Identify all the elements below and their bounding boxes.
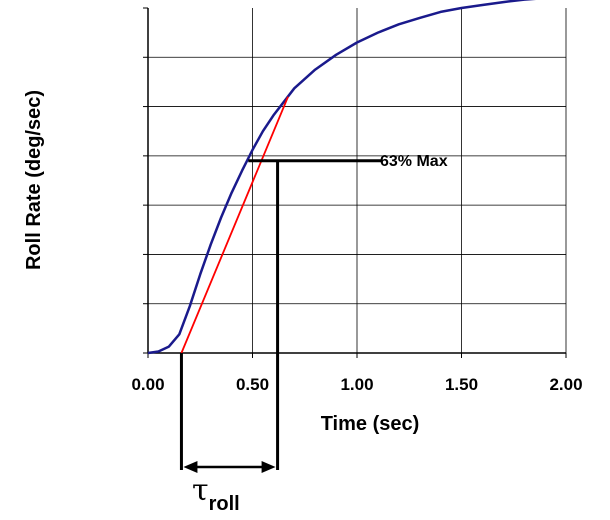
- x-tick-label: 1.00: [340, 375, 373, 394]
- tangent-line: [180, 96, 289, 354]
- tau-symbol: τ: [192, 473, 209, 508]
- x-tick-labels: 0.00 0.50 1.00 1.50 2.00: [131, 375, 582, 394]
- roll-rate-series-line: [147, 0, 537, 355]
- axes: [143, 7, 567, 358]
- annotation-63-max: 63% Max: [380, 153, 448, 170]
- x-axis-title: Time (sec): [321, 413, 420, 435]
- y-axis-title: Roll Rate (deg/sec): [23, 90, 45, 270]
- tau-roll-label: τroll: [192, 473, 240, 515]
- x-tick-label: 2.00: [549, 375, 582, 394]
- tau-subscript: roll: [209, 493, 240, 515]
- series-layer: [147, 0, 537, 355]
- x-tick-label: 0.50: [236, 375, 269, 394]
- tau-arrowhead-left: [183, 461, 198, 473]
- x-tick-label: 0.00: [131, 375, 164, 394]
- x-tick-label: 1.50: [445, 375, 478, 394]
- annotations-layer: [179, 96, 383, 473]
- grid-lines: [148, 8, 567, 353]
- tau-arrowhead-right: [261, 461, 276, 473]
